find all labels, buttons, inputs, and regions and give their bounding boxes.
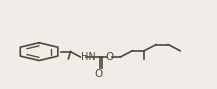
Text: O: O [105,52,114,62]
Text: HN: HN [81,52,96,61]
Text: O: O [95,69,103,79]
